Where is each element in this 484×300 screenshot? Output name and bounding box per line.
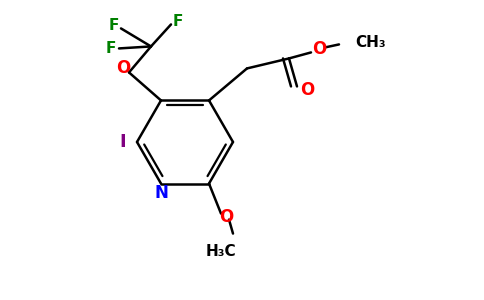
Text: CH₃: CH₃ bbox=[355, 35, 386, 50]
Text: F: F bbox=[173, 14, 183, 29]
Text: H₃C: H₃C bbox=[206, 244, 236, 259]
Text: O: O bbox=[219, 208, 233, 226]
Text: F: F bbox=[109, 18, 119, 33]
Text: O: O bbox=[312, 40, 326, 58]
Text: I: I bbox=[120, 133, 126, 151]
Text: N: N bbox=[154, 184, 168, 202]
Text: F: F bbox=[106, 41, 116, 56]
Text: O: O bbox=[116, 59, 130, 77]
Text: O: O bbox=[300, 81, 314, 99]
